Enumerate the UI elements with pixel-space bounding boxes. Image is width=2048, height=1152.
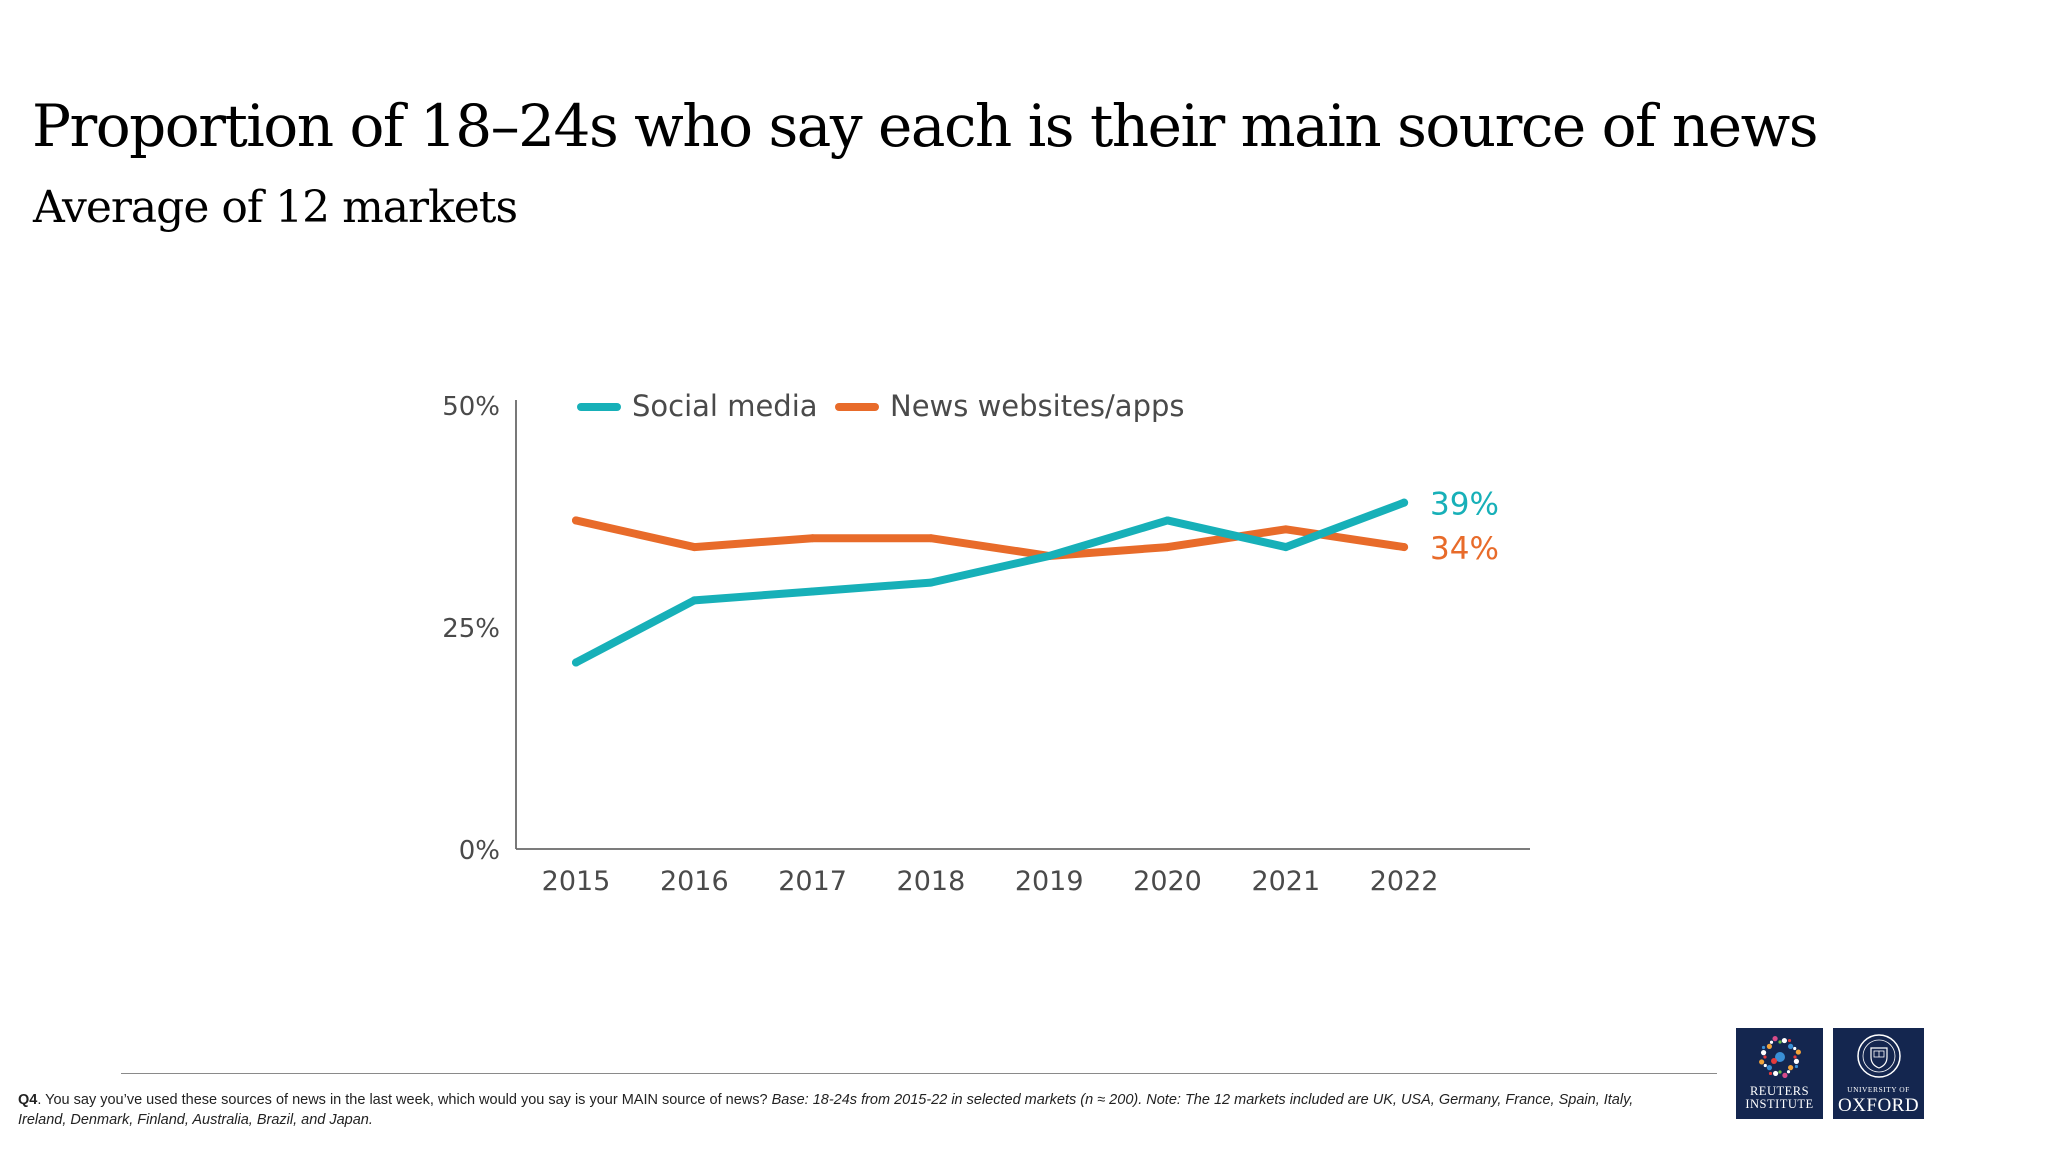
chart-labels: 39%34% <box>1430 487 1499 567</box>
logo-dot <box>1760 1050 1767 1056</box>
logo-dot <box>1794 1064 1799 1069</box>
series-line-1 <box>572 516 1409 560</box>
data-point <box>690 596 699 605</box>
y-tick-label: 50% <box>442 392 500 422</box>
x-tick-label: 2019 <box>1015 866 1084 897</box>
data-point <box>572 658 580 667</box>
oxford-crest-icon <box>1857 1034 1901 1078</box>
footnote-question: . You say you’ve used these sources of n… <box>37 1092 772 1108</box>
oxford-logo-name: OXFORD <box>1837 1095 1920 1116</box>
x-tick-label: 2018 <box>897 866 966 897</box>
data-point <box>1281 525 1290 534</box>
logo-dot <box>1771 1058 1777 1064</box>
logo-dot <box>1778 1040 1782 1044</box>
logo-dot <box>1787 1038 1792 1043</box>
chart-title: Proportion of 18–24s who say each is the… <box>32 92 1819 160</box>
legend-label: News websites/apps <box>890 389 1185 423</box>
legend-label: Social media <box>632 389 818 423</box>
logo-dot <box>1778 1070 1782 1074</box>
chart-axes: 0% 25% 50% 2015 2016 2017 2018 2019 2020 2021 2022 <box>442 392 1530 897</box>
x-tick-label: 2015 <box>542 866 611 897</box>
y-tick-label: 0% <box>459 836 500 866</box>
data-point <box>1400 543 1409 552</box>
logo-dot <box>1773 1070 1779 1077</box>
oxford-logo-small: UNIVERSITY OF <box>1847 1085 1910 1094</box>
reuters-logo-line1: REUTERS <box>1749 1084 1810 1098</box>
footnote-question-id: Q4 <box>18 1092 38 1108</box>
reuters-dots-icon <box>1759 1036 1801 1078</box>
chart-legend: Social media News websites/apps <box>577 389 1185 423</box>
x-tick-label: 2020 <box>1133 866 1202 897</box>
logo-dot <box>1775 1052 1785 1062</box>
footnote: Q4. You say you’ve used these sources of… <box>18 1090 1638 1130</box>
series-line-0 <box>572 498 1409 667</box>
end-value-label: 39% <box>1430 487 1499 523</box>
reuters-logo-line2: INSTITUTE <box>1745 1097 1814 1111</box>
logo-dot <box>1782 1072 1788 1078</box>
logo-dot <box>1759 1059 1765 1065</box>
x-tick-label: 2022 <box>1370 866 1439 897</box>
x-tick-label: 2016 <box>660 866 729 897</box>
footer-divider <box>121 1073 1717 1074</box>
data-point <box>926 578 935 587</box>
oxford-university-logo: UNIVERSITY OF OXFORD <box>1833 1028 1924 1119</box>
data-point <box>1045 551 1054 560</box>
data-point <box>808 534 817 543</box>
end-value-label: 34% <box>1430 531 1499 567</box>
data-point <box>690 543 699 552</box>
data-point <box>572 516 580 525</box>
y-tick-label: 25% <box>442 614 500 644</box>
data-point <box>1163 543 1172 552</box>
logo-dot <box>1788 1043 1794 1049</box>
logo-dot <box>1793 1058 1800 1064</box>
logo-dot <box>1766 1065 1772 1071</box>
reuters-institute-logo: REUTERS INSTITUTE <box>1736 1028 1823 1119</box>
logo-dot <box>1769 1040 1774 1044</box>
data-point <box>1400 498 1409 507</box>
chart-lines <box>572 498 1409 667</box>
logo-dot <box>1786 1070 1791 1074</box>
logo-dot <box>1793 1055 1797 1059</box>
logo-dot <box>1788 1065 1794 1071</box>
logo-dot <box>1772 1036 1778 1042</box>
footnote-note: Base: 18-24s from 2015-22 in selected ma… <box>18 1092 1634 1128</box>
data-point <box>1281 543 1290 552</box>
logo-dot <box>1761 1045 1766 1050</box>
x-tick-label: 2021 <box>1251 866 1320 897</box>
logo-dot <box>1781 1037 1787 1044</box>
chart-subtitle: Average of 12 markets <box>33 182 518 233</box>
data-point <box>1163 516 1172 525</box>
data-point <box>926 534 935 543</box>
logo-dot <box>1793 1046 1797 1051</box>
x-tick-label: 2017 <box>778 866 847 897</box>
logo-dot <box>1763 1063 1767 1068</box>
logo-dot <box>1766 1043 1772 1049</box>
logo-dot <box>1768 1071 1773 1076</box>
logo-dot <box>1763 1055 1767 1059</box>
data-point <box>808 587 817 596</box>
logo-dot <box>1795 1049 1801 1055</box>
